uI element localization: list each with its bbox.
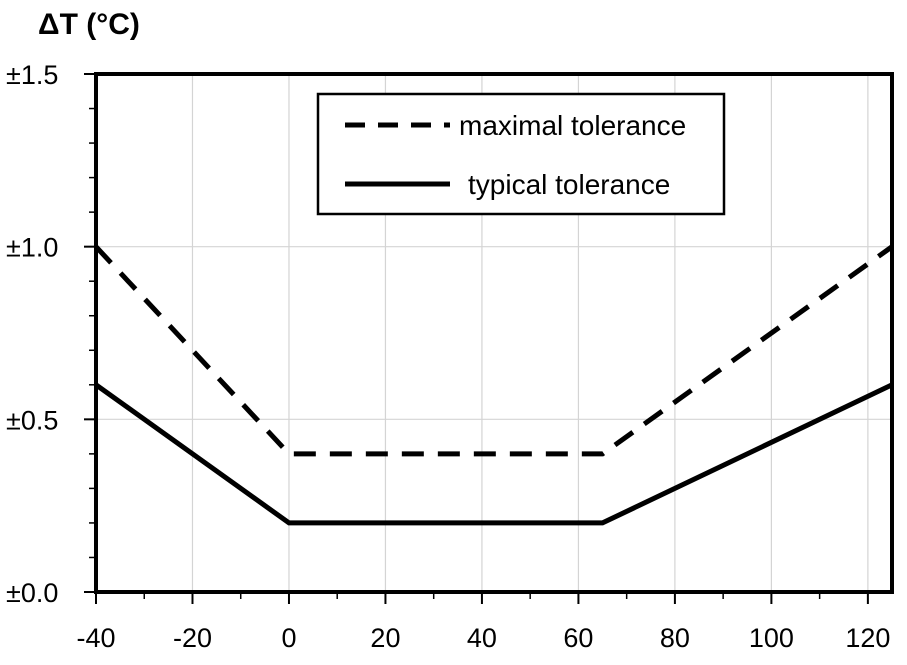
y-tick-label: ±1.0 — [6, 233, 58, 263]
x-tick-labels: -40 -20 0 20 40 60 80 100 120 — [76, 623, 890, 653]
y-tick-label: ±1.5 — [6, 60, 58, 90]
x-tick-label: 40 — [467, 623, 497, 653]
y-tick-label: ±0.5 — [6, 405, 58, 435]
x-tick-label: -20 — [173, 623, 212, 653]
x-tick-label: 120 — [845, 623, 890, 653]
x-tick-label: 60 — [563, 623, 593, 653]
y-tick-labels: ±0.0 ±0.5 ±1.0 ±1.5 — [6, 60, 58, 608]
series-maximal-tolerance — [94, 244, 894, 457]
x-tick-label: -40 — [76, 623, 115, 653]
series-typical-tolerance — [94, 382, 894, 526]
x-tick-label: 100 — [749, 623, 794, 653]
series-lines — [94, 244, 894, 526]
x-tick-label: 80 — [660, 623, 690, 653]
plot-frame — [94, 72, 894, 594]
y-axis-title: ΔT (°C) — [38, 8, 140, 41]
legend-box — [316, 92, 726, 216]
x-tick-label: 20 — [370, 623, 400, 653]
axis-ticks — [84, 73, 869, 604]
x-tick-label: 0 — [281, 623, 296, 653]
legend-label-typical: typical tolerance — [468, 169, 670, 200]
legend-label-maximal: maximal tolerance — [459, 110, 686, 141]
legend: maximal tolerance typical tolerance — [316, 92, 726, 216]
y-tick-label: ±0.0 — [6, 578, 58, 608]
